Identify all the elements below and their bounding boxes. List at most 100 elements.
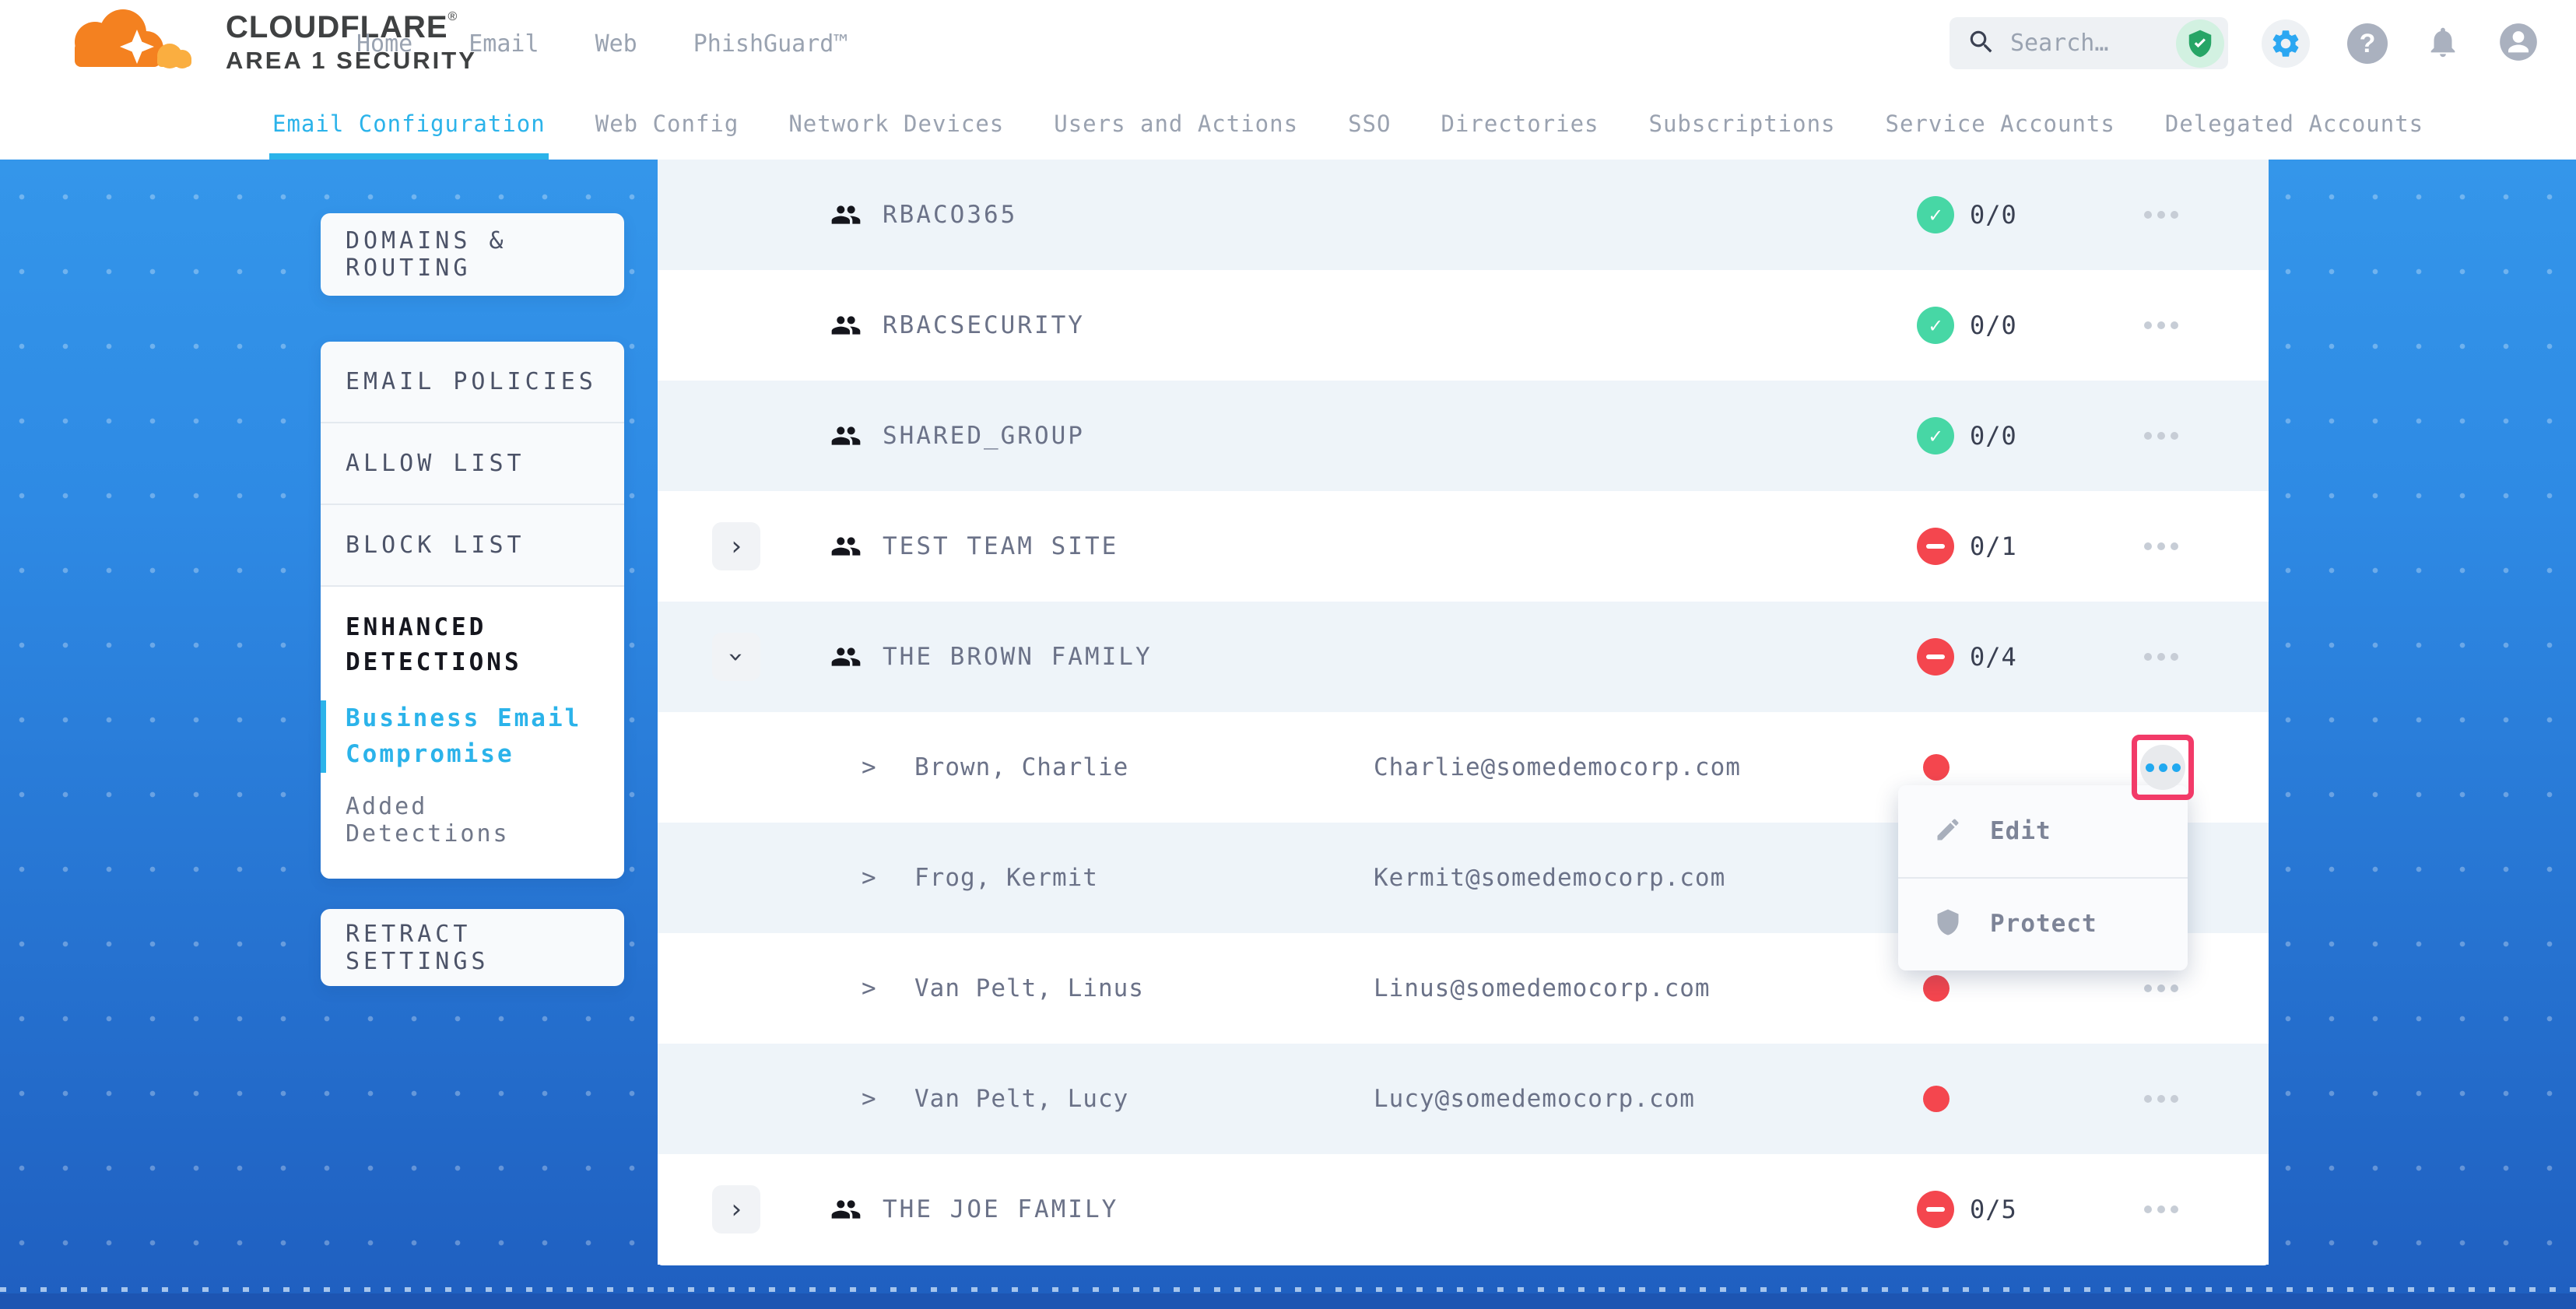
shield-icon — [1934, 908, 1962, 939]
brand-text: CLOUDFLARE® AREA 1 SECURITY — [226, 10, 477, 75]
row-actions-button[interactable] — [2141, 933, 2181, 1044]
top-nav: Home Email Web PhishGuard™ — [356, 0, 848, 87]
row-context-menu: Edit Protect — [1898, 785, 2188, 970]
row-actions-button[interactable] — [2141, 381, 2181, 491]
table-row-group: RBACSECURITY ✓ 0/0 — [658, 270, 2269, 381]
status-alert-badge — [1917, 638, 1954, 676]
group-people-icon — [830, 531, 862, 565]
sidebar-item-domains-routing[interactable]: DOMAINS & ROUTING — [346, 227, 507, 282]
sidebar-item-block-list[interactable]: BLOCK LIST — [321, 505, 624, 587]
app-header: CLOUDFLARE® AREA 1 SECURITY Home Email W… — [0, 0, 2576, 87]
expand-chevron-button[interactable]: › — [712, 522, 760, 570]
status-ok-badge: ✓ — [1917, 417, 1954, 454]
member-arrow: > — [862, 753, 876, 781]
member-email: Linus@somedemocorp.com — [1374, 974, 1711, 1002]
tab-directories[interactable]: Directories — [1441, 110, 1599, 137]
tab-service-accounts[interactable]: Service Accounts — [1885, 110, 2115, 137]
row-actions-button[interactable] — [2141, 270, 2181, 381]
tab-sso[interactable]: SSO — [1348, 110, 1392, 137]
sidebar-item-added-detections[interactable]: Added Detections — [346, 792, 510, 848]
member-arrow: > — [862, 974, 876, 1002]
table-row-member: > Van Pelt, Lucy Lucy@somedemocorp.com — [658, 1044, 2269, 1154]
settings-gear-icon[interactable] — [2262, 19, 2310, 68]
account-avatar-icon[interactable] — [2498, 22, 2539, 65]
sidebar-item-business-email-compromise[interactable]: Business Email Compromise — [321, 700, 599, 773]
sidebar-item-allow-list[interactable]: ALLOW LIST — [321, 423, 624, 505]
table-row-group: › THE BROWN FAMILY 0/4 — [658, 602, 2269, 712]
sidebar-section-enhanced-detections: ENHANCED DETECTIONS Business Email Compr… — [321, 587, 624, 879]
tab-network-devices[interactable]: Network Devices — [788, 110, 1005, 137]
group-name: THE BROWN FAMILY — [883, 643, 1153, 671]
status-alert-dot — [1923, 975, 1950, 1002]
group-count: 0/0 — [1970, 311, 2017, 340]
row-actions-button[interactable] — [2141, 491, 2181, 602]
status-alert-dot — [1923, 754, 1950, 781]
expand-chevron-button[interactable]: › — [712, 1185, 760, 1234]
status-alert-badge — [1917, 528, 1954, 565]
notifications-bell-icon[interactable] — [2425, 24, 2461, 63]
menu-item-label: Edit — [1990, 817, 2051, 845]
bottom-decoration — [0, 1287, 2576, 1309]
row-actions-button[interactable] — [2141, 160, 2181, 270]
table-row-member: > Van Pelt, Linus Linus@somedemocorp.com — [658, 933, 2269, 1044]
row-actions-button-active[interactable] — [2140, 745, 2185, 790]
help-icon[interactable]: ? — [2347, 23, 2388, 64]
header-icons: ? — [2176, 0, 2539, 87]
registered-mark: ® — [447, 9, 458, 23]
search-input[interactable] — [2010, 30, 2197, 57]
row-actions-button[interactable] — [2141, 1154, 2181, 1265]
group-name: TEST TEAM SITE — [883, 532, 1119, 560]
status-ok-badge: ✓ — [1917, 307, 1954, 344]
member-arrow: > — [862, 1085, 876, 1113]
tab-subscriptions[interactable]: Subscriptions — [1648, 110, 1836, 137]
group-count: 0/5 — [1970, 1195, 2017, 1224]
nav-item-web[interactable]: Web — [595, 30, 637, 58]
tab-users-and-actions[interactable]: Users and Actions — [1054, 110, 1299, 137]
member-name: Frog, Kermit — [914, 864, 1098, 892]
sidebar-item-enhanced-detections[interactable]: ENHANCED DETECTIONS — [346, 613, 522, 676]
tab-delegated-accounts[interactable]: Delegated Accounts — [2164, 110, 2424, 137]
menu-item-protect[interactable]: Protect — [1898, 877, 2188, 969]
sidebar-item-email-policies[interactable]: EMAIL POLICIES — [321, 342, 624, 423]
member-email: Lucy@somedemocorp.com — [1374, 1085, 1695, 1113]
member-email: Kermit@somedemocorp.com — [1374, 864, 1726, 892]
tab-web-config[interactable]: Web Config — [595, 110, 739, 137]
group-name: RBACSECURITY — [883, 311, 1085, 339]
status-ok-badge: ✓ — [1917, 196, 1954, 233]
content-area: DOMAINS & ROUTING EMAIL POLICIES ALLOW L… — [0, 160, 2576, 1309]
group-people-icon — [830, 1194, 862, 1228]
member-name: Van Pelt, Lucy — [914, 1085, 1129, 1113]
group-name: THE JOE FAMILY — [883, 1195, 1119, 1223]
menu-item-edit[interactable]: Edit — [1898, 785, 2188, 877]
groups-table: RBACO365 ✓ 0/0 RBACSECURITY ✓ 0/0 SHARED… — [658, 160, 2269, 1265]
secondary-nav: Email Configuration Web Config Network D… — [0, 87, 2576, 160]
menu-item-label: Protect — [1990, 910, 2097, 938]
table-row-group: › THE JOE FAMILY 0/5 — [658, 1154, 2269, 1265]
brand-name: CLOUDFLARE — [226, 9, 448, 44]
nav-item-phishguard[interactable]: PhishGuard™ — [693, 30, 848, 58]
table-row-group: RBACO365 ✓ 0/0 — [658, 160, 2269, 270]
group-count: 0/1 — [1970, 532, 2017, 561]
member-name: Brown, Charlie — [914, 753, 1129, 781]
group-people-icon — [830, 641, 862, 676]
group-name: RBACO365 — [883, 201, 1018, 229]
tab-email-configuration[interactable]: Email Configuration — [269, 87, 549, 160]
cloudflare-logo: CLOUDFLARE® AREA 1 SECURITY — [48, 8, 477, 76]
cloudflare-cloud-icon — [48, 8, 204, 76]
shield-check-icon[interactable] — [2176, 19, 2224, 68]
row-actions-button[interactable] — [2141, 602, 2181, 712]
search-box[interactable] — [1950, 17, 2228, 69]
sidebar-card-domains-routing[interactable]: DOMAINS & ROUTING — [321, 213, 624, 296]
row-actions-button[interactable] — [2141, 1044, 2181, 1154]
nav-item-home[interactable]: Home — [356, 30, 413, 58]
nav-item-email[interactable]: Email — [469, 30, 539, 58]
brand-subtitle: AREA 1 SECURITY — [226, 46, 477, 74]
status-alert-dot — [1923, 1086, 1950, 1112]
sidebar-card-retract-settings[interactable]: RETRACT SETTINGS — [321, 909, 624, 986]
group-count: 0/4 — [1970, 642, 2017, 672]
collapse-chevron-button[interactable]: › — [712, 633, 760, 681]
member-name: Van Pelt, Linus — [914, 974, 1144, 1002]
sidebar-item-retract-settings[interactable]: RETRACT SETTINGS — [346, 920, 490, 975]
group-people-icon — [830, 310, 862, 344]
group-name: SHARED_GROUP — [883, 422, 1085, 450]
